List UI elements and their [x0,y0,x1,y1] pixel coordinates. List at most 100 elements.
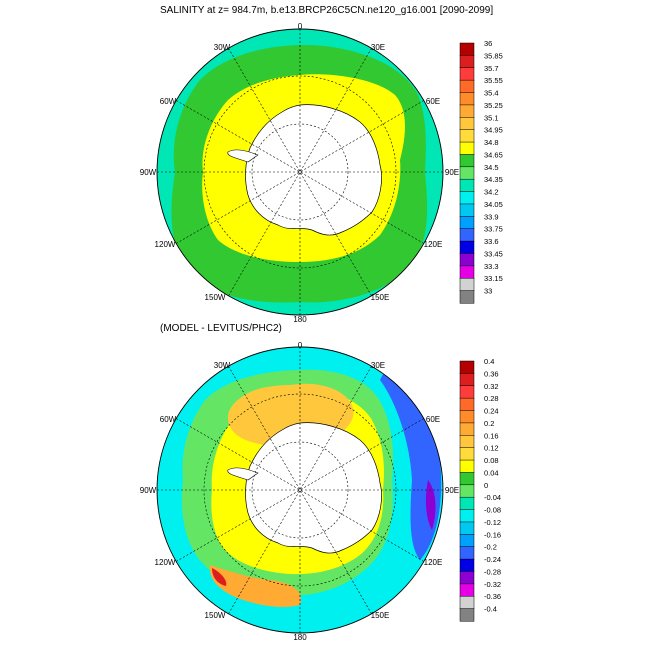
colorbar-swatch [459,534,475,548]
colorbar-label: 0.32 [484,382,499,391]
panel-title-top: SALINITY at z= 984.7m, b.e13.BRCP26C5CN.… [160,5,494,16]
lon-label-150e: 150E [371,293,390,302]
colorbar-swatch [459,459,475,473]
colorbar-label: 35.1 [484,113,499,122]
colorbar-label: 0.04 [484,468,499,477]
colorbar-label: -0.32 [484,580,501,589]
colorbar-label: 0.28 [484,394,499,403]
colorbar-label: 34.35 [484,175,503,184]
colorbar-label: 35.7 [484,64,499,73]
colorbar-swatch [459,447,475,461]
colorbar-swatch [459,154,475,168]
colorbar-swatch [459,558,475,573]
lon-label-180: 180 [293,315,307,324]
colorbar-label: 33.6 [484,237,499,246]
colorbar-swatch [459,178,475,193]
lon-label-90e: 90E [445,486,459,495]
colorbar-swatch [459,203,475,217]
colorbar-label: 0.12 [484,444,499,453]
colorbar-label: -0.36 [484,592,501,601]
colorbar-label: 0.24 [484,407,499,416]
map-bottom-antarctica [245,422,382,554]
colorbar-swatch [459,240,475,255]
colorbar-label: 33.45 [484,249,503,258]
map-bottom: 0 30E 60E 90E 120E 150E 180 150W 120W 90… [140,341,459,642]
colorbar-swatch [459,92,475,106]
lon-label-120w: 120W [155,558,176,567]
colorbar-label: 35.85 [484,51,503,60]
colorbar-swatch [459,435,475,449]
lon-label-30e: 30E [371,43,385,52]
lon-label-60e: 60E [426,415,440,424]
lon-label-120e: 120E [424,240,443,249]
lon-label-0: 0 [298,341,303,350]
colorbar-label: 0.16 [484,431,499,440]
colorbar-label: 33.3 [484,262,499,271]
colorbar-label: 34.8 [484,138,499,147]
colorbar-swatch [459,104,475,118]
colorbar-label: 36 [484,39,492,48]
lon-label-30w: 30W [214,43,231,52]
colorbar-label: 35.55 [484,76,503,85]
colorbar-label: 34.5 [484,163,499,172]
colorbar-swatch [459,571,475,585]
lon-label-150w: 150W [205,293,226,302]
colorbar-swatch [459,290,475,304]
colorbar-swatch [459,79,475,94]
colorbar-swatch [459,373,475,387]
colorbar-label: 35.4 [484,89,499,98]
colorbar-swatch [459,608,475,622]
colorbar-label: 0.4 [484,357,494,366]
colorbar-label: 35.25 [484,101,503,110]
colorbar-swatch [459,228,475,242]
colorbar-label: -0.04 [484,493,501,502]
colorbar-swatch [459,191,475,205]
colorbar-swatch [459,484,475,498]
colorbar-label: 34.95 [484,126,503,135]
lon-label-90w: 90W [140,486,157,495]
colorbar-swatch [459,216,475,230]
colorbar-swatch [459,546,475,560]
colorbar-swatch [459,265,475,279]
lon-label-30w: 30W [214,361,231,370]
longitude-labels-bottom: 0 30E 60E 90E 120E 150E 180 150W 120W 90… [140,341,459,642]
lon-label-150e: 150E [371,611,390,620]
lon-label-90e: 90E [445,168,459,177]
colorbar-swatch [459,166,475,180]
longitude-labels-top: 0 30E 60E 90E 120E 150E 180 150W 120W 90… [140,22,459,324]
colorbar-label: 0.36 [484,369,499,378]
lon-label-30e: 30E [371,361,385,370]
colorbar-swatch [459,129,475,143]
colorbar-swatch [459,583,475,597]
lon-label-90w: 90W [140,168,157,177]
colorbar-swatch [459,67,475,81]
colorbar-label: 34.05 [484,200,503,209]
colorbar-label: -0.24 [484,555,501,564]
colorbar-label: -0.08 [484,506,501,515]
colorbar-label: -0.12 [484,518,501,527]
colorbar-label: -0.28 [484,567,501,576]
colorbar-swatch [459,509,475,523]
colorbar-label: 34.2 [484,188,499,197]
colorbar-swatch [459,360,475,374]
colorbar-swatch [459,277,475,292]
colorbar-top: 36 35.85 35.7 35.55 35.4 35.25 35.1 34.95 34.8 34… [459,39,503,304]
colorbar-swatch [459,117,475,131]
colorbar-swatch [459,385,475,399]
lon-label-60e: 60E [426,97,440,106]
colorbar-swatch [459,42,475,56]
colorbar-swatch [459,410,475,424]
colorbar-label: 0.08 [484,456,499,465]
colorbar-swatch [459,397,475,412]
lon-label-0: 0 [298,22,303,31]
colorbar-label: 34.65 [484,150,503,159]
lon-label-180: 180 [293,633,307,642]
lon-label-60w: 60W [160,415,177,424]
lon-label-120e: 120E [424,558,443,567]
colorbar-swatch [459,253,475,267]
lon-label-150w: 150W [205,611,226,620]
colorbar-label: 0 [484,481,488,490]
colorbar-label: -0.16 [484,530,501,539]
colorbar-label: 33.75 [484,225,503,234]
